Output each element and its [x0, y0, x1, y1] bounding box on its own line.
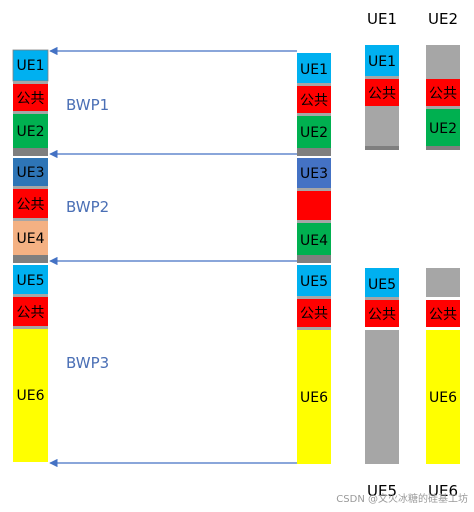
- ue2-view-common-block: [426, 79, 460, 106]
- mid-ue5-label: UE5: [300, 274, 328, 290]
- mid-common-label-3: 公共: [300, 306, 328, 322]
- mid-ue1-label: UE1: [300, 62, 328, 78]
- ue2-view-ue2-label: UE2: [429, 121, 457, 137]
- ue1-view-common-label: 公共: [368, 86, 396, 102]
- left-gap: [13, 186, 48, 189]
- left-gap: [13, 81, 48, 84]
- left-ue4-block: [13, 221, 48, 255]
- ue5-view-gray-block: [365, 330, 399, 464]
- left-ue2-label: UE2: [17, 124, 45, 140]
- mid-ue5-block: [297, 265, 331, 296]
- mid-gap: [297, 220, 331, 223]
- ue6-view-column: 公共 UE6 UE6: [426, 268, 460, 500]
- left-ue3-label: UE3: [17, 165, 45, 181]
- ue1-view-divider: [365, 146, 399, 150]
- ue6-view-gray-block: [426, 268, 460, 297]
- mid-common-label-1: 公共: [300, 93, 328, 109]
- ue2-view-gap: [426, 106, 460, 109]
- left-ue2-block: [13, 114, 48, 148]
- ue6-view-common-label: 公共: [429, 307, 457, 323]
- mid-gap: [297, 327, 331, 330]
- left-common-label-3: 公共: [17, 305, 45, 321]
- ue1-view-common-block: [365, 79, 399, 106]
- ue5-view-gap: [365, 327, 399, 330]
- mid-ue6-label: UE6: [300, 390, 328, 406]
- mid-ue2-label: UE2: [300, 125, 328, 141]
- mid-bwp-divider: [297, 148, 331, 156]
- mid-gap: [297, 188, 331, 191]
- left-bwp-divider: [13, 148, 48, 156]
- middle-carrier-column: UE1 公共 UE2 UE3 UE4 UE5 公共 UE6: [297, 53, 331, 464]
- mid-ue4-label: UE4: [300, 233, 328, 249]
- ue1-view-ue1-label: UE1: [368, 54, 396, 70]
- ue5-view-ue5-label: UE5: [368, 277, 396, 293]
- left-ue1-label: UE1: [17, 58, 45, 74]
- mid-red-block: [297, 191, 331, 220]
- ue6-view-ue6-label: UE6: [429, 390, 457, 406]
- mid-ue2-block: [297, 116, 331, 148]
- ue5-column-header: UE5: [367, 482, 397, 500]
- csdn-watermark: CSDN @文火冰糖的硅基工坊: [336, 492, 468, 505]
- mid-ue3-block: [297, 158, 331, 188]
- left-gap: [13, 326, 48, 329]
- ue2-column-header: UE2: [428, 10, 458, 28]
- left-bwp-divider: [13, 255, 48, 263]
- left-ue6-label: UE6: [17, 388, 45, 404]
- ue2-view-divider: [426, 146, 460, 150]
- ue2-view-column: UE2 公共 UE2: [426, 10, 460, 150]
- ue2-view-gray-block: [426, 45, 460, 79]
- left-ue1-block: [12, 49, 49, 82]
- mid-gap: [297, 296, 331, 299]
- ue6-column-header: UE6: [428, 482, 458, 500]
- ue5-view-column: UE5 公共 UE5: [365, 268, 399, 500]
- bwp-arrows: [49, 46, 297, 468]
- ue6-view-gap: [426, 297, 460, 300]
- mid-common-block-3: [297, 299, 331, 327]
- mid-ue4-block: [297, 223, 331, 255]
- bwp1-label: BWP1: [66, 96, 109, 114]
- ue5-view-common-label: 公共: [368, 307, 396, 323]
- left-ue4-label: UE4: [17, 231, 45, 247]
- left-ue3-block: [13, 158, 48, 186]
- mid-ue6-block: [297, 330, 331, 464]
- left-gap: [13, 111, 48, 114]
- ue5-view-common-block: [365, 300, 399, 327]
- ue2-view-ue2-block: [426, 109, 460, 146]
- mid-gap: [297, 113, 331, 116]
- ue6-view-common-block: [426, 300, 460, 327]
- left-common-block-3: [13, 297, 48, 326]
- left-ue6-block: [13, 329, 48, 462]
- ue1-view-column: UE1 UE1 公共: [365, 10, 399, 150]
- ue6-view-gap: [426, 327, 460, 330]
- mid-ue3-label: UE3: [300, 166, 328, 182]
- left-common-block-2: [13, 189, 48, 218]
- left-ue5-block: [13, 265, 48, 294]
- left-common-label-1: 公共: [17, 91, 45, 107]
- ue6-view-ue6-block: [426, 330, 460, 464]
- left-common-block-1: [13, 84, 48, 111]
- bwp2-label: BWP2: [66, 198, 109, 216]
- ue5-view-ue5-block: [365, 268, 399, 297]
- ue5-view-gap: [365, 297, 399, 300]
- ue1-view-gap: [365, 76, 399, 79]
- left-ue5-label: UE5: [17, 273, 45, 289]
- mid-common-block-1: [297, 86, 331, 113]
- mid-ue1-block: [297, 53, 331, 83]
- left-gap: [13, 294, 48, 297]
- left-common-label-2: 公共: [17, 197, 45, 213]
- ue2-view-common-label: 公共: [429, 86, 457, 102]
- mid-bwp-divider: [297, 255, 331, 263]
- mid-gap: [297, 83, 331, 86]
- ue1-column-header: UE1: [367, 10, 397, 28]
- left-carrier-column: UE1 公共 UE2 UE3 公共 UE4 UE5 公共 UE6: [12, 49, 49, 462]
- ue1-view-gray-block: [365, 106, 399, 146]
- left-gap: [13, 218, 48, 221]
- ue1-view-ue1-block: [365, 45, 399, 76]
- bwp3-label: BWP3: [66, 354, 109, 372]
